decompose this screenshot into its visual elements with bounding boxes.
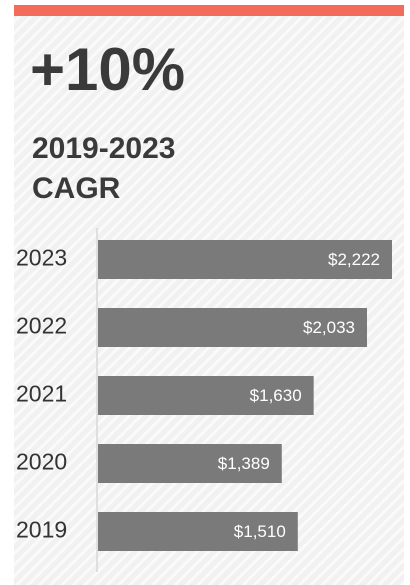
bar — [98, 240, 392, 279]
bar — [98, 444, 282, 483]
subtitle-line: CAGR — [32, 172, 121, 205]
accent-bar — [14, 5, 404, 16]
value-label: $2,222 — [328, 250, 380, 269]
bar — [98, 308, 367, 347]
category-label: 2021 — [16, 381, 67, 407]
card-background — [14, 16, 404, 585]
category-label: 2020 — [16, 449, 67, 475]
category-label: 2022 — [16, 313, 67, 339]
bar — [98, 376, 314, 415]
value-label: $1,510 — [234, 522, 286, 541]
subtitle-line: 2019-2023 — [32, 132, 175, 165]
value-label: $1,630 — [250, 386, 302, 405]
category-label: 2023 — [16, 245, 67, 271]
bar — [98, 512, 298, 551]
category-label: 2019 — [16, 517, 67, 543]
value-label: $2,033 — [303, 318, 355, 337]
headline: +10% — [30, 36, 185, 103]
value-label: $1,389 — [218, 454, 270, 473]
